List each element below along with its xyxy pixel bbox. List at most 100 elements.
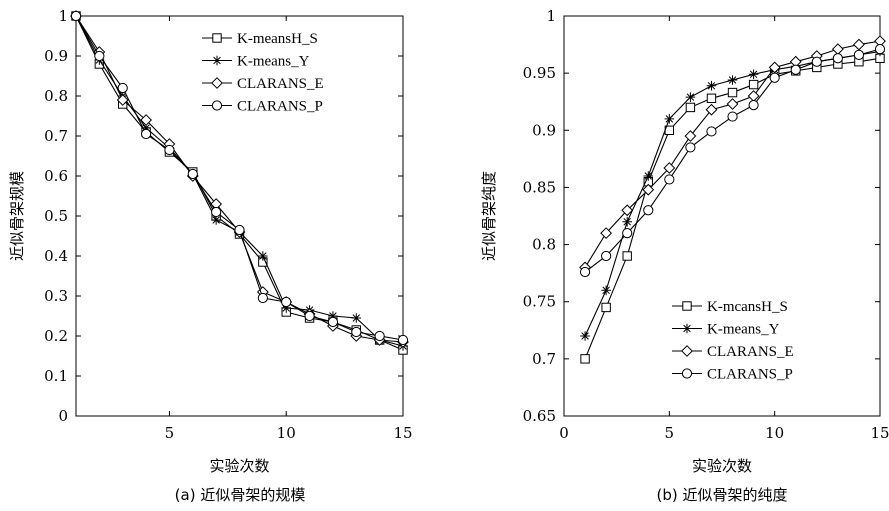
y-tick-label: 0.3 [44, 287, 68, 305]
data-point-square [622, 251, 632, 261]
y-tick-label: 0.2 [44, 327, 68, 345]
legend-marker-square [682, 301, 692, 311]
data-point-star [643, 171, 654, 181]
legend-marker-square [212, 33, 222, 43]
data-point-diamond [642, 183, 655, 196]
figure-caption: (a) 近似骨架的规模 [175, 486, 306, 504]
x-axis-label: 实验次数 [692, 457, 752, 475]
figure-caption: (b) 近似骨架的纯度 [657, 486, 788, 504]
y-tick-label: 0.7 [532, 350, 556, 368]
data-point-star [748, 69, 759, 80]
data-point-circle [601, 250, 612, 262]
data-point-star [664, 114, 675, 124]
y-tick-label: 0.8 [532, 236, 556, 254]
data-point-diamond [831, 43, 844, 56]
data-point-circle [706, 126, 717, 137]
data-point-circle [748, 100, 759, 111]
data-point-circle [117, 82, 128, 94]
data-point-circle [579, 266, 591, 278]
y-tick-label: 0.85 [523, 178, 556, 196]
data-point-star [622, 216, 632, 227]
y-tick-label: 0.8 [44, 87, 68, 105]
data-point-star [580, 331, 590, 341]
y-tick-label: 0.65 [523, 407, 556, 425]
x-tick-label: 5 [665, 424, 675, 442]
x-tick-label: 0 [559, 424, 569, 442]
legend-marker-circle [211, 100, 223, 111]
legend-marker-diamond [681, 345, 693, 357]
data-point-circle [257, 292, 268, 304]
y-tick-label: 1 [546, 7, 556, 25]
legend-label: CLARANS_P [707, 367, 793, 383]
legend-marker-diamond [211, 77, 223, 89]
y-tick-label: 0.5 [44, 207, 68, 225]
data-point-star [727, 75, 738, 85]
data-point-circle [164, 144, 175, 156]
data-point-star [141, 123, 151, 133]
data-point-circle [140, 128, 152, 140]
data-point-star [281, 303, 292, 313]
y-tick-label: 1 [58, 7, 68, 25]
y-axis-label: 近似骨架规模 [8, 171, 26, 261]
legend-marker-star [212, 55, 222, 66]
data-point-diamond [726, 98, 739, 110]
y-tick-label: 0.6 [44, 167, 68, 185]
data-point-diamond [663, 162, 676, 174]
data-point-star [258, 251, 268, 261]
x-tick-label: 10 [765, 424, 784, 442]
data-point-circle [70, 10, 82, 22]
data-point-star [685, 92, 696, 102]
data-point-star [706, 80, 717, 91]
data-point-circle [94, 50, 105, 62]
data-point-circle [351, 326, 362, 338]
data-point-circle [281, 296, 292, 308]
data-point-circle [664, 174, 675, 185]
data-point-star [211, 215, 221, 225]
data-point-square [601, 302, 611, 313]
data-point-circle [304, 310, 315, 322]
data-point-circle [187, 168, 198, 180]
data-point-circle [374, 330, 385, 342]
data-point-diamond [140, 114, 152, 126]
legend-label: CLARANS_E [707, 344, 794, 360]
y-tick-label: 0.4 [44, 247, 68, 265]
chart-panel-0: 00.10.20.30.40.50.60.70.80.915 10 15实验次数近似… [8, 7, 413, 504]
y-tick-label: 0 [58, 407, 68, 425]
data-point-circle [327, 316, 339, 328]
data-point-circle [853, 49, 865, 60]
y-axis-label: 近似骨架纯度 [480, 171, 498, 261]
plot-frame [563, 15, 881, 417]
x-tick-label: 10 [277, 424, 296, 442]
data-point-circle [643, 205, 654, 216]
legend-marker-star [682, 323, 692, 334]
data-point-circle [397, 334, 409, 346]
data-point-circle [727, 111, 738, 122]
x-axis-label: 实验次数 [209, 457, 269, 475]
data-point-diamond [705, 103, 718, 116]
y-tick-label: 0.9 [44, 47, 68, 65]
data-point-diamond [621, 204, 634, 217]
data-point-diamond [116, 94, 129, 106]
data-point-circle [811, 56, 822, 67]
legend-label: CLARANS_E [237, 76, 324, 92]
data-point-circle [234, 224, 245, 236]
data-point-square [727, 87, 738, 98]
data-point-circle [211, 206, 222, 218]
legend-label: K-means_Y [707, 322, 780, 338]
legend-label: CLARANS_P [237, 99, 323, 115]
data-point-circle [769, 72, 780, 83]
data-point-star [351, 313, 362, 323]
x-tick-label: 15 [393, 424, 412, 442]
data-point-square [580, 354, 590, 364]
data-point-circle [622, 228, 633, 239]
x-tick-label: 15 [870, 424, 889, 442]
legend-label: K-mcansH_S [707, 299, 788, 315]
y-tick-label: 0.1 [44, 367, 68, 385]
legend-label: K-meansH_S [237, 31, 318, 47]
data-point-square [748, 79, 759, 90]
data-point-diamond [684, 130, 697, 142]
y-tick-label: 0.9 [532, 121, 556, 139]
y-tick-label: 0.7 [44, 127, 68, 145]
data-point-circle [874, 44, 886, 55]
